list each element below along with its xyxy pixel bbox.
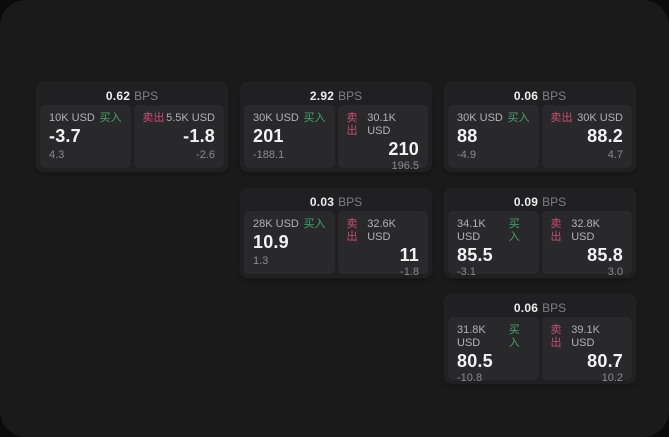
buy-delta: 1.3 — [253, 255, 269, 267]
sell-panel[interactable]: 卖出 39.1K USD 80.7 10.2 — [541, 317, 632, 384]
bps-value: 0.03 — [309, 194, 335, 209]
bps-card: 2.92 BPS 30K USD 买入 201 -188.1 卖出 30.1K … — [240, 82, 432, 172]
sell-notional: 30K USD — [577, 112, 623, 124]
bps-card: 0.06 BPS 30K USD 买入 88 -4.9 卖出 30K USD — [444, 82, 636, 172]
buy-side-label: 买入 — [303, 218, 326, 230]
buy-price: 88 — [457, 126, 478, 146]
sell-notional: 30.1K USD — [367, 112, 396, 137]
sell-price: -1.8 — [183, 126, 215, 146]
buy-delta: -188.1 — [253, 149, 285, 161]
quote-grid: 0.62 BPS 10K USD 买入 -3.7 4.3 卖出 5.5K USD — [36, 82, 636, 384]
buy-notional: 30K USD — [253, 112, 299, 124]
buy-panel[interactable]: 34.1K USD 买入 85.5 -3.1 — [448, 211, 539, 278]
sell-side-label: 卖出 — [142, 112, 165, 124]
sell-delta: 3.0 — [607, 266, 623, 278]
sell-panel[interactable]: 卖出 30K USD 88.2 4.7 — [541, 105, 632, 168]
card-header: 0.62 BPS — [40, 86, 224, 105]
sell-delta: 196.5 — [391, 160, 419, 172]
buy-price: 80.5 — [457, 351, 493, 371]
buy-panel[interactable]: 31.8K USD 买入 80.5 -10.8 — [448, 317, 539, 384]
bps-card: 0.62 BPS 10K USD 买入 -3.7 4.3 卖出 5.5K USD — [36, 82, 228, 172]
buy-side-label: 买入 — [507, 112, 530, 124]
buy-notional: 28K USD — [253, 218, 299, 230]
buy-price: 85.5 — [457, 245, 493, 265]
buy-side-label: 买入 — [508, 324, 520, 349]
card-header: 0.06 BPS — [448, 86, 632, 105]
sell-side-label: 卖出 — [550, 112, 573, 124]
buy-price: 201 — [253, 126, 284, 146]
sell-notional: 32.8K USD — [571, 218, 600, 243]
bps-value: 0.06 — [513, 300, 539, 315]
bps-card: 0.06 BPS 31.8K USD 买入 80.5 -10.8 卖出 39.1… — [444, 294, 636, 384]
buy-price: 10.9 — [253, 232, 289, 252]
sell-price: 85.8 — [587, 245, 623, 265]
bps-unit-label: BPS — [542, 88, 567, 103]
bps-unit-label: BPS — [338, 88, 363, 103]
sell-side-label: 卖出 — [550, 324, 562, 349]
buy-delta: 4.3 — [49, 149, 65, 161]
card-header: 0.06 BPS — [448, 298, 632, 317]
sell-notional: 5.5K USD — [166, 112, 215, 124]
buy-side-label: 买入 — [99, 112, 122, 124]
buy-panel[interactable]: 10K USD 买入 -3.7 4.3 — [40, 105, 131, 168]
buy-delta: -3.1 — [457, 266, 476, 278]
bps-value: 0.62 — [105, 88, 131, 103]
sell-side-label: 卖出 — [346, 218, 358, 243]
buy-panel[interactable]: 30K USD 买入 201 -188.1 — [244, 105, 335, 168]
bps-value: 2.92 — [309, 88, 335, 103]
buy-panel[interactable]: 30K USD 买入 88 -4.9 — [448, 105, 539, 168]
bps-unit-label: BPS — [338, 194, 363, 209]
sell-delta: 4.7 — [607, 149, 623, 161]
buy-side-label: 买入 — [303, 112, 326, 124]
sell-price: 11 — [399, 245, 419, 265]
bps-card: 0.03 BPS 28K USD 买入 10.9 1.3 卖出 32.6K US… — [240, 188, 432, 278]
sell-delta: -2.6 — [196, 149, 215, 161]
sell-side-label: 卖出 — [550, 218, 562, 243]
sell-side-label: 卖出 — [346, 112, 358, 137]
card-header: 0.09 BPS — [448, 192, 632, 211]
sell-panel[interactable]: 卖出 32.8K USD 85.8 3.0 — [541, 211, 632, 278]
sell-panel[interactable]: 卖出 30.1K USD 210 196.5 — [337, 105, 428, 172]
bps-unit-label: BPS — [542, 194, 567, 209]
buy-price: -3.7 — [49, 126, 81, 146]
bps-value: 0.09 — [513, 194, 539, 209]
sell-delta: 10.2 — [601, 372, 623, 384]
buy-notional: 34.1K USD — [457, 218, 486, 243]
card-header: 2.92 BPS — [244, 86, 428, 105]
buy-delta: -4.9 — [457, 149, 476, 161]
bps-card: 0.09 BPS 34.1K USD 买入 85.5 -3.1 卖出 32.8K… — [444, 188, 636, 278]
bps-value: 0.06 — [513, 88, 539, 103]
bps-unit-label: BPS — [542, 300, 567, 315]
sell-notional: 39.1K USD — [571, 324, 600, 349]
sell-price: 88.2 — [587, 126, 623, 146]
card-header: 0.03 BPS — [244, 192, 428, 211]
sell-panel[interactable]: 卖出 32.6K USD 11 -1.8 — [337, 211, 428, 278]
buy-notional: 30K USD — [457, 112, 503, 124]
sell-price: 210 — [388, 139, 419, 159]
buy-panel[interactable]: 28K USD 买入 10.9 1.3 — [244, 211, 335, 274]
bps-unit-label: BPS — [134, 88, 159, 103]
sell-delta: -1.8 — [400, 266, 419, 278]
buy-notional: 31.8K USD — [457, 324, 486, 349]
sell-price: 80.7 — [587, 351, 623, 371]
sell-panel[interactable]: 卖出 5.5K USD -1.8 -2.6 — [133, 105, 224, 168]
buy-delta: -10.8 — [457, 372, 483, 384]
buy-notional: 10K USD — [49, 112, 95, 124]
sell-notional: 32.6K USD — [367, 218, 396, 243]
buy-side-label: 买入 — [508, 218, 520, 243]
